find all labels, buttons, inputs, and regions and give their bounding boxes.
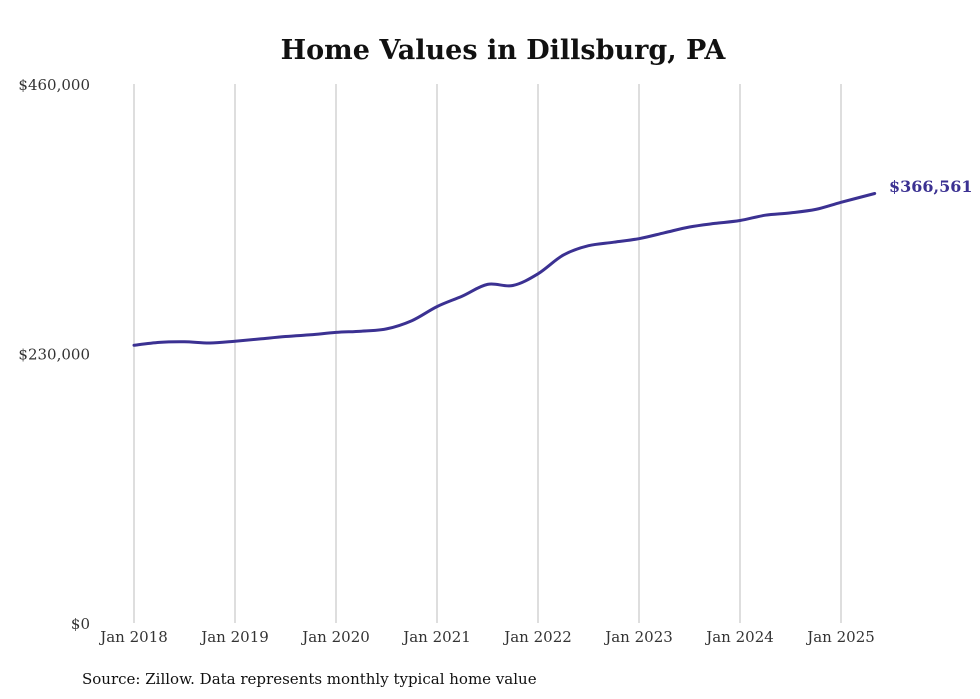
gridlines xyxy=(133,84,842,623)
source-note: Source: Zillow. Data represents monthly … xyxy=(82,670,537,688)
y-tick-label: $230,000 xyxy=(18,346,90,364)
x-axis-ticks: Jan 2018 Jan 2019 Jan 2020 Jan 2021 Jan 2022… xyxy=(98,628,875,646)
last-value-label: $366,561 xyxy=(889,177,973,196)
x-tick-label: Jan 2021 xyxy=(401,628,471,646)
home-value-line xyxy=(132,192,877,347)
chart-title: Home Values in Dillsburg, PA xyxy=(281,35,727,66)
x-tick-label: Jan 2022 xyxy=(502,628,572,646)
y-axis-ticks: $0 $230,000 $460,000 xyxy=(18,76,90,633)
x-tick-label: Jan 2019 xyxy=(199,628,269,646)
x-tick-label: Jan 2023 xyxy=(603,628,673,646)
y-tick-label: $460,000 xyxy=(18,76,90,94)
x-tick-label: Jan 2025 xyxy=(805,628,875,646)
y-tick-label: $0 xyxy=(71,615,90,633)
series-layer xyxy=(132,192,877,347)
x-tick-label: Jan 2020 xyxy=(300,628,370,646)
x-tick-label: Jan 2024 xyxy=(704,628,774,646)
x-tick-label: Jan 2018 xyxy=(98,628,168,646)
